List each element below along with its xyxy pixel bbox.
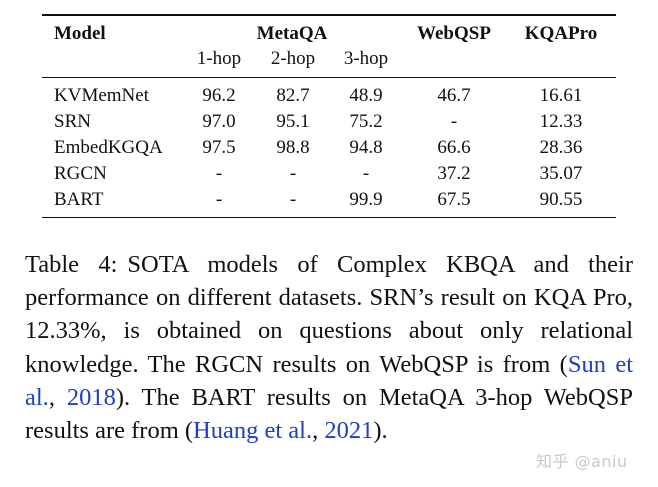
results-table: Model MetaQA WebQSP KQAPro 1-hop 2-hop 3… [42,14,616,219]
cell-1hop: - [215,188,223,210]
table-row: KVMemNet 96.2 82.7 48.9 46.7 16.61 [42,78,616,109]
cell-model: RGCN [54,162,107,184]
cell-3hop: 75.2 [349,110,383,132]
cell-kqapro: 28.36 [539,136,583,158]
citation-huang-year-link[interactable]: 2021 [324,417,374,445]
table-row: SRN 97.0 95.1 75.2 - 12.33 [42,109,616,135]
cell-kqapro: 90.55 [539,188,583,210]
cell-2hop: 95.1 [276,110,310,132]
table-caption: Table 4: SOTA models of Complex KBQA and … [25,251,634,445]
mid-rule [42,76,616,78]
header-model: Model [54,22,106,44]
cell-webqsp: - [450,110,458,132]
cell-model: EmbedKGQA [54,136,163,158]
cell-3hop: 48.9 [349,84,383,106]
cell-3hop: 99.9 [349,188,383,210]
header-1hop: 1-hop [196,47,242,69]
cell-webqsp: 37.2 [437,162,471,184]
cell-2hop: 82.7 [276,84,310,106]
cell-webqsp: 46.7 [437,84,471,106]
cell-2hop: - [289,162,297,184]
citation-sun-year-link[interactable]: 2018 [66,383,116,411]
caption-label: Table 4: [25,251,118,278]
cell-1hop: 97.5 [202,136,236,158]
table-row: RGCN - - - 37.2 35.07 [42,161,616,187]
cell-1hop: - [215,162,223,184]
cell-2hop: 98.8 [276,136,310,158]
cell-1hop: 96.2 [202,84,236,106]
cell-3hop: - [362,162,370,184]
cell-kqapro: 16.61 [539,84,583,106]
cell-1hop: 97.0 [202,110,236,132]
cell-2hop: - [289,188,297,210]
caption-text: ). The BART results on MetaQA 3-hop WebQ… [25,383,634,445]
table-row: BART - - 99.9 67.5 90.55 [42,187,616,217]
table-row: EmbedKGQA 97.5 98.8 94.8 66.6 28.36 [42,135,616,161]
caption-text: ). [373,417,388,445]
bottom-rule [42,216,616,219]
cell-model: BART [54,188,104,210]
cell-kqapro: 12.33 [539,110,583,132]
header-metaqa: MetaQA [256,22,328,44]
cell-webqsp: 66.6 [437,136,471,158]
cell-model: KVMemNet [54,84,149,106]
header-empty [42,46,182,77]
header-kqapro: KQAPro [524,22,598,44]
citation-huang-author-link[interactable]: Huang et al. [193,417,313,445]
cell-model: SRN [54,110,91,132]
caption-text: SOTA models of Complex KBQA and their pe… [25,251,633,378]
citation-sun-author-link[interactable]: Sun et al. [25,350,633,411]
cell-kqapro: 35.07 [539,162,583,184]
header-3hop: 3-hop [343,47,389,69]
cell-webqsp: 67.5 [437,188,471,210]
header-webqsp: WebQSP [417,22,491,44]
cell-3hop: 94.8 [349,136,383,158]
top-rule [42,14,616,16]
header-2hop: 2-hop [270,47,316,69]
watermark: 知乎 @aniu [536,452,628,471]
